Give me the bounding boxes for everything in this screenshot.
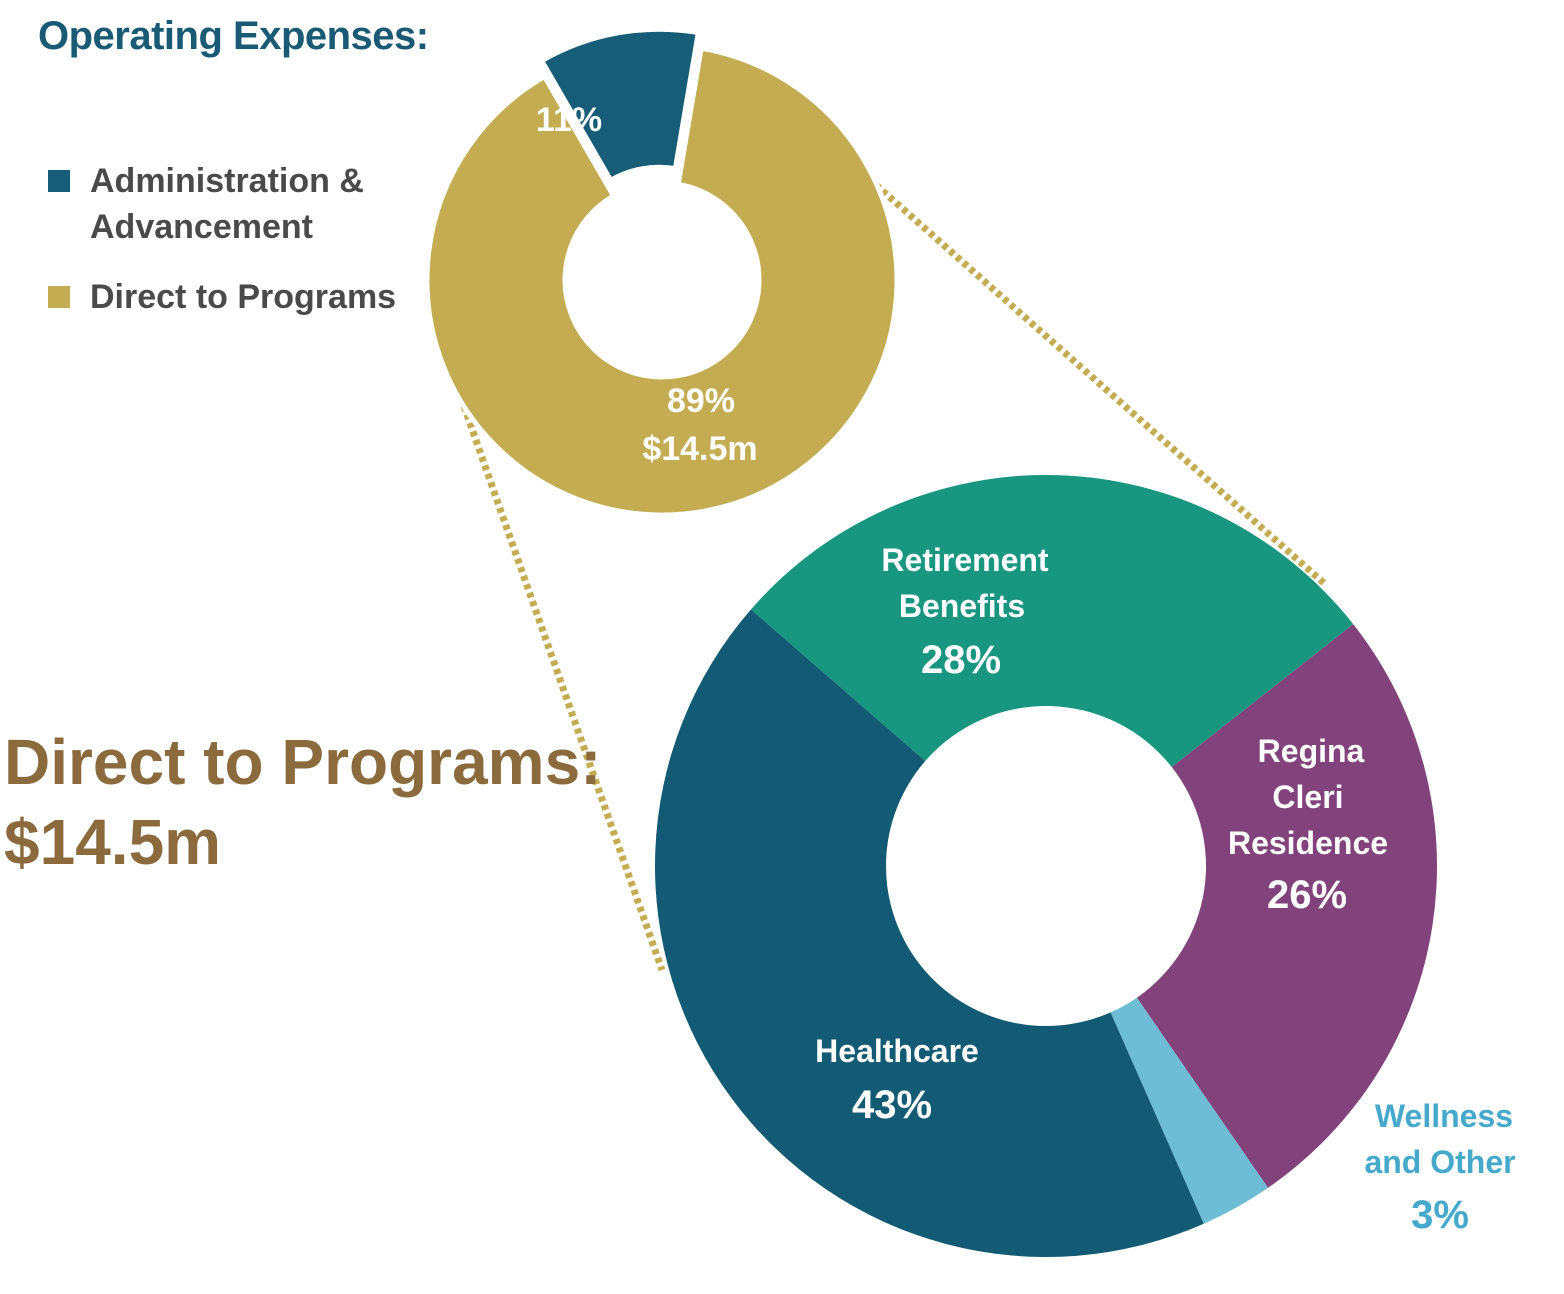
legend-swatch-administration [48, 170, 70, 192]
legend: Administration & Advancement Direct to P… [48, 158, 396, 344]
slice-name-wellness-1: Wellness [1375, 1098, 1513, 1134]
slice-label-administration: 11% [536, 101, 602, 139]
connector-line-left [448, 370, 666, 972]
slice-name-wellness-2: and Other [1364, 1144, 1515, 1180]
slice-regina-cleri-residence [1136, 624, 1438, 1188]
legend-label: Direct to Programs [90, 278, 397, 316]
slice-name-retirement-1: Retirement [881, 542, 1049, 578]
slice-name-regina-3: Residence [1228, 825, 1388, 861]
slice-wellness-and-other [1110, 997, 1269, 1224]
page-title: Operating Expenses: [38, 14, 429, 58]
slice-label-retirement: 28% [921, 638, 1001, 682]
slice-name-regina-2: Cleri [1272, 779, 1343, 815]
slice-label-wellness: 3% [1411, 1193, 1469, 1237]
slice-name-healthcare: Healthcare [815, 1033, 979, 1069]
programs-amount: $14.5m [4, 806, 222, 878]
slice-label-regina: 26% [1267, 873, 1347, 917]
legend-item-direct-to-programs: Direct to Programs [48, 274, 396, 320]
legend-label: Administration & Advancement [90, 162, 364, 246]
legend-item-administration: Administration & Advancement [48, 158, 396, 250]
connector-line-right [873, 182, 1328, 587]
legend-swatch-direct [48, 286, 70, 308]
programs-title-text: Direct to Programs: [4, 726, 602, 798]
slice-label-direct: 89% [667, 382, 735, 420]
slice-name-regina-1: Regina [1258, 733, 1365, 769]
slice-direct-to-programs [424, 45, 900, 518]
slice-name-retirement-2: Benefits [899, 588, 1025, 624]
slice-administration-advancement [538, 26, 702, 184]
programs-title: Direct to Programs: $14.5m [4, 722, 601, 882]
slice-label-healthcare: 43% [852, 1083, 932, 1127]
slice-sublabel-direct: $14.5m [642, 430, 757, 468]
slice-retirement-benefits [750, 475, 1354, 768]
slice-healthcare [654, 609, 1204, 1258]
